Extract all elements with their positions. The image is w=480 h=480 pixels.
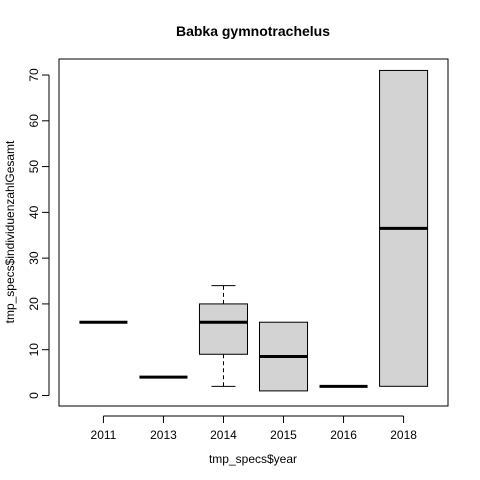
box-2018 (379, 69, 429, 387)
y-tick-label: 50 (27, 160, 41, 174)
x-tick-label: 2018 (390, 428, 417, 442)
iqr-box (198, 303, 248, 355)
y-tick-label: 70 (27, 68, 41, 82)
x-tick-label: 2011 (91, 428, 117, 442)
x-axis-label: tmp_specs$year (209, 452, 297, 466)
y-tick-label: 30 (27, 251, 41, 265)
x-tick-label: 2014 (210, 428, 237, 442)
y-axis: 0 10 20 30 40 50 60 70 (27, 68, 50, 399)
x-axis: 2011 2013 2014 2015 2016 2018 (91, 415, 417, 442)
chart-title: Babka gymnotrachelus (176, 23, 330, 39)
y-tick-label: 20 (27, 297, 41, 311)
y-tick-label: 40 (27, 205, 41, 219)
y-tick-label: 0 (27, 392, 41, 399)
y-tick-label: 60 (27, 114, 41, 128)
y-axis-label: tmp_specs$individuenzahlGesamt (3, 140, 17, 323)
x-tick-label: 2013 (150, 428, 177, 442)
box-2015 (259, 321, 309, 392)
box-2014 (198, 285, 248, 387)
x-tick-label: 2015 (270, 428, 297, 442)
boxes (79, 69, 429, 392)
plot-frame (58, 58, 449, 407)
x-tick-label: 2016 (330, 428, 357, 442)
y-tick-label: 10 (27, 343, 41, 357)
